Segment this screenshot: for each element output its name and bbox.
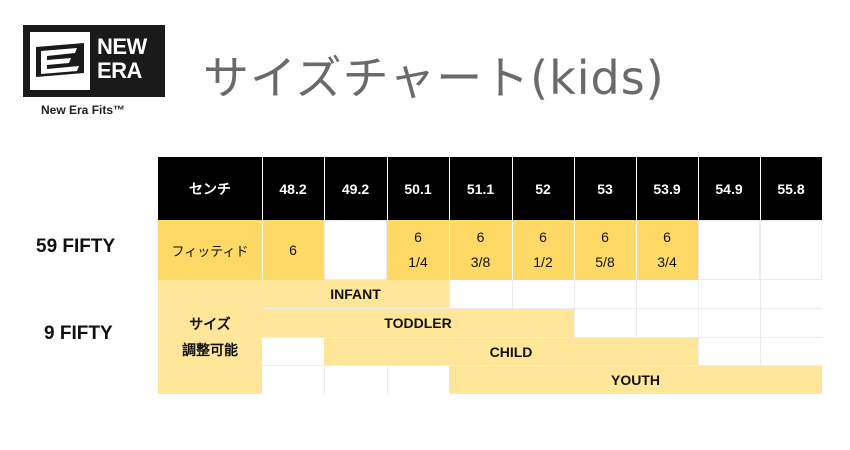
header-size-cell: 54.9 <box>698 157 760 220</box>
range-bar-toddler: TODDLER <box>262 309 574 337</box>
header-size-cell: 48.2 <box>262 157 324 220</box>
fitted-size-cell: 6 3/4 <box>636 220 698 280</box>
page-title: サイズチャート(kids) <box>203 51 665 105</box>
header-unit-cell: センチ <box>158 157 262 220</box>
new-era-logo: NEW ERA <box>23 25 165 97</box>
fitted-label-cell: フィッティド <box>158 220 262 280</box>
range-bar-child: CHILD <box>324 338 698 365</box>
header-size-cell: 53.9 <box>636 157 698 220</box>
flag-icon <box>27 29 93 93</box>
fitted-size-cell: 6 3/8 <box>449 220 512 280</box>
fitted-size-cell: 6 <box>262 220 324 280</box>
fitted-size-cell: 6 5/8 <box>574 220 636 280</box>
fitted-size-cell-empty <box>324 220 387 280</box>
fitted-size-cell-empty <box>760 220 822 280</box>
logo-tagline: New Era Fits™ <box>41 103 126 117</box>
header-size-cell: 52 <box>512 157 574 220</box>
row-label-9fifty: 9 FIFTY <box>44 323 113 344</box>
header-size-cell: 50.1 <box>387 157 449 220</box>
fitted-size-cell: 6 1/2 <box>512 220 574 280</box>
header-size-cell: 55.8 <box>760 157 822 220</box>
header-size-cell: 51.1 <box>449 157 512 220</box>
row-label-59fifty: 59 FIFTY <box>36 236 116 257</box>
logo-wordmark: NEW ERA <box>97 34 147 83</box>
range-bar-infant: INFANT <box>262 280 449 308</box>
header-size-cell: 49.2 <box>324 157 387 220</box>
adjustable-label-cell: サイズ 調整可能 <box>158 280 262 394</box>
fitted-size-cell: 6 1/4 <box>387 220 449 280</box>
range-bar-youth: YOUTH <box>449 366 822 394</box>
size-chart-table: センチ 48.2 49.2 50.1 51.1 52 53 53.9 54.9 … <box>158 157 822 394</box>
fitted-size-cell-empty <box>698 220 760 280</box>
header-size-cell: 53 <box>574 157 636 220</box>
